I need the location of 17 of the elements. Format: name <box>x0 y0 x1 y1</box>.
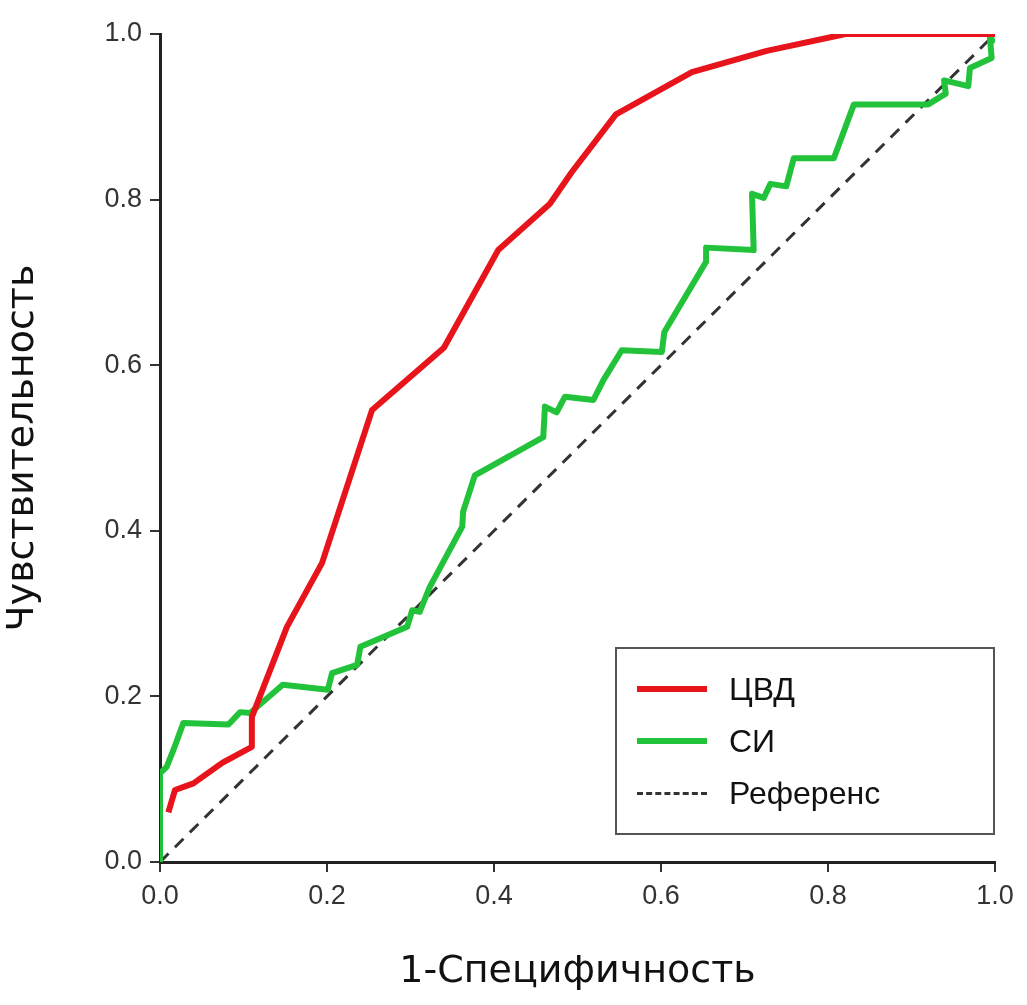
x-tick-label: 0.2 <box>308 879 346 910</box>
x-tick-label: 0.6 <box>642 879 680 910</box>
legend-label: Референс <box>729 774 881 812</box>
y-tick-label: 1.0 <box>104 17 142 48</box>
legend-label: СИ <box>729 722 776 760</box>
y-tick-label: 0.6 <box>104 348 142 379</box>
y-axis-title: Чувствительность <box>0 264 42 632</box>
x-tick-label: 0.0 <box>141 879 179 910</box>
y-tick-label: 0.8 <box>104 183 142 214</box>
x-tick-label: 0.8 <box>809 879 847 910</box>
x-axis-title: 1-Специфичность <box>399 947 756 992</box>
x-tick-label: 1.0 <box>976 879 1014 910</box>
x-tick-label: 0.4 <box>475 879 513 910</box>
legend-label: ЦВД <box>729 670 795 708</box>
y-tick-label: 0.2 <box>104 679 142 710</box>
y-tick-label: 0.0 <box>104 845 142 876</box>
y-tick-label: 0.4 <box>104 514 142 545</box>
